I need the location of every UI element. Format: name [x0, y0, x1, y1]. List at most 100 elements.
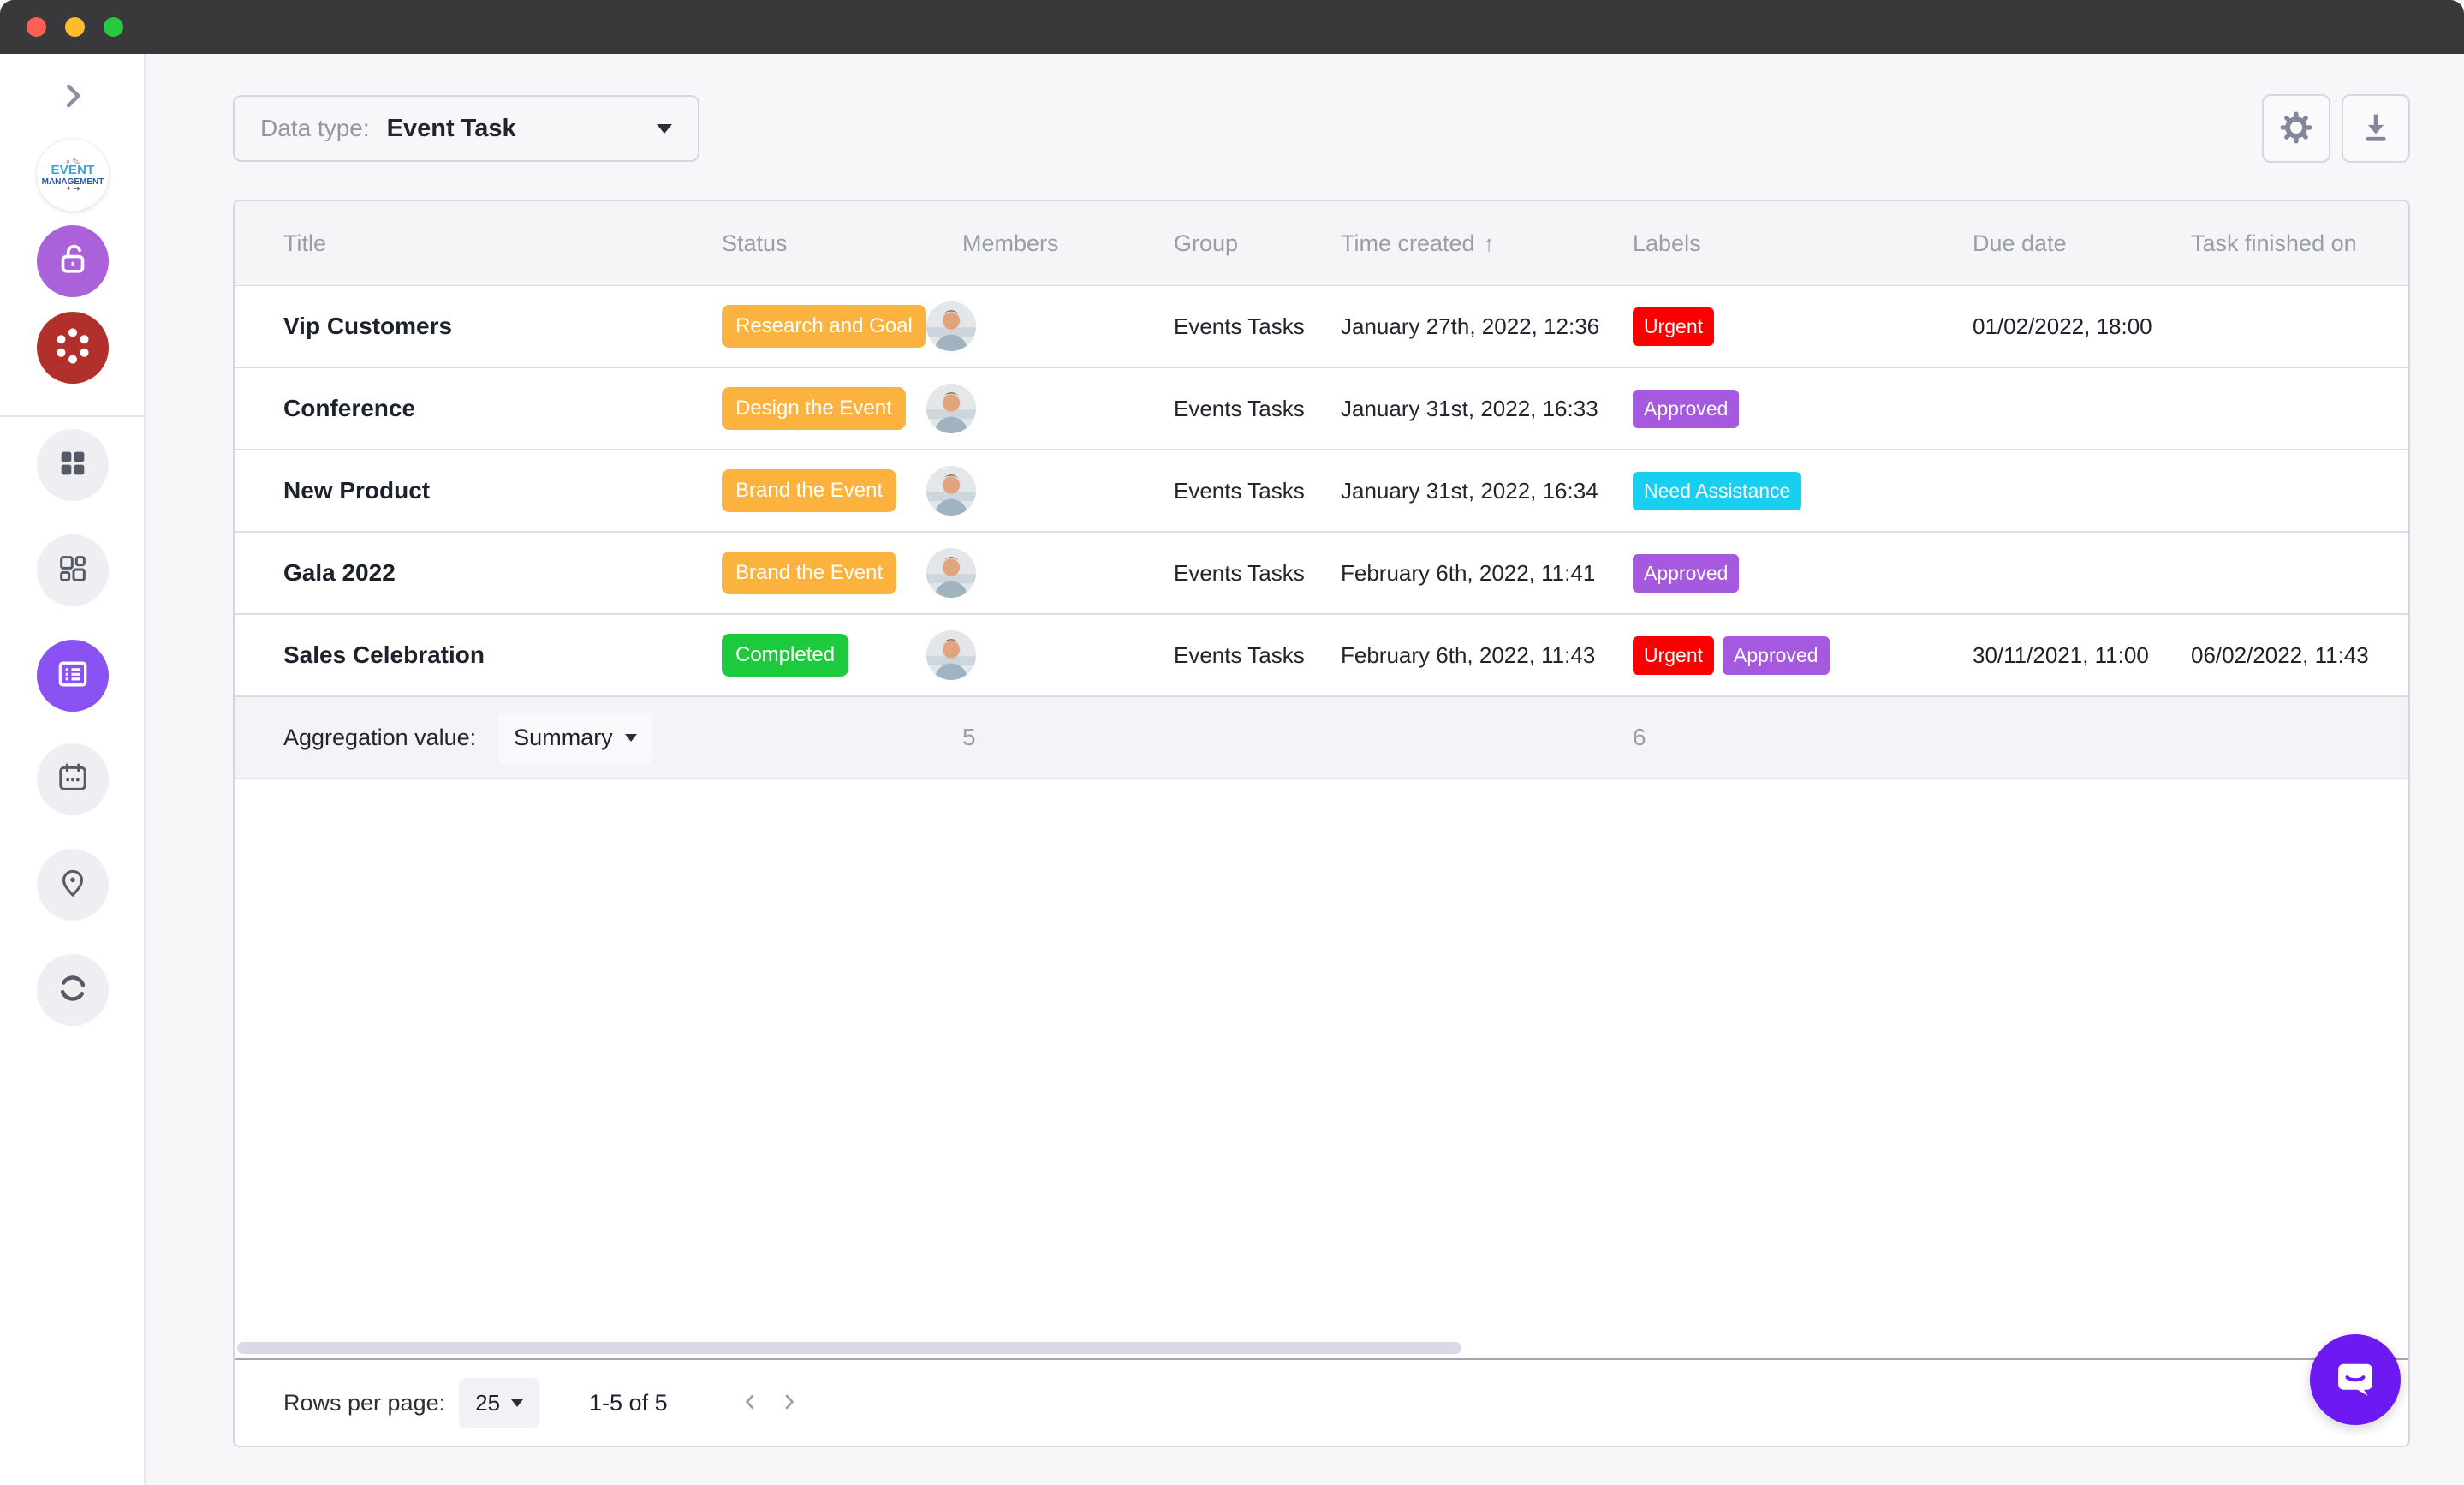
status-badge[interactable]: Brand the Event: [722, 469, 897, 512]
column-header-members[interactable]: Members: [962, 230, 1059, 256]
member-avatar[interactable]: [926, 384, 976, 433]
aggregation-row: Aggregation value: Summary 5 6: [235, 697, 2408, 779]
status-cell: Brand the Event: [722, 469, 962, 512]
logo-doodle: ⌕ ✎: [66, 157, 80, 165]
labels-cell: Need Assistance: [1633, 471, 1973, 510]
task-title-cell: Sales Celebration: [283, 641, 722, 669]
task-finished-cell: 06/02/2022, 11:43: [2191, 641, 2369, 668]
label-badge[interactable]: Approved: [1723, 635, 1830, 675]
column-header-status[interactable]: Status: [722, 230, 788, 256]
chat-launcher-button[interactable]: [2310, 1334, 2401, 1425]
main-content: Data type: Event Task: [146, 54, 2464, 1485]
sidebar-expand-button[interactable]: [37, 64, 109, 129]
column-header-group[interactable]: Group: [1174, 230, 1239, 256]
column-header-title[interactable]: Title: [283, 230, 327, 256]
scrollbar-thumb[interactable]: [237, 1342, 1461, 1354]
status-badge[interactable]: Research and Goal: [722, 305, 926, 348]
sidebar-item-sync[interactable]: [37, 954, 109, 1026]
labels-cell: Urgent: [1633, 307, 1973, 346]
fullscreen-window-button[interactable]: [104, 17, 123, 37]
sidebar-item-calendar[interactable]: [37, 743, 109, 815]
table-icon: [54, 655, 92, 697]
status-badge[interactable]: Completed: [722, 634, 849, 677]
next-page-button[interactable]: [777, 1390, 801, 1416]
sidebar-item-location[interactable]: [37, 849, 109, 921]
member-avatar[interactable]: [926, 301, 976, 351]
time-created-cell: February 6th, 2022, 11:43: [1341, 641, 1596, 668]
status-badge[interactable]: Brand the Event: [722, 552, 897, 594]
workspace-logo[interactable]: ⌕ ✎ EVENT MANAGEMENT ✦ ➔: [37, 139, 109, 211]
column-header-labels[interactable]: Labels: [1633, 230, 1701, 256]
task-title[interactable]: Gala 2022: [283, 559, 396, 586]
close-window-button[interactable]: [27, 17, 46, 37]
pagination-range: 1-5 of 5: [589, 1389, 668, 1416]
titlebar: [0, 0, 2464, 54]
logo-text-line2: MANAGEMENT: [41, 177, 104, 187]
label-badge[interactable]: Urgent: [1633, 307, 1715, 346]
sidebar-item-reel[interactable]: [37, 312, 109, 384]
status-cell: Completed: [722, 634, 962, 677]
group-cell: Events Tasks: [1174, 313, 1305, 339]
minimize-window-button[interactable]: [65, 17, 85, 37]
download-button[interactable]: [2342, 94, 2410, 163]
members-cell: [926, 630, 1174, 680]
task-title[interactable]: Sales Celebration: [283, 641, 485, 668]
column-header-due-date[interactable]: Due date: [1973, 230, 2067, 256]
calendar-icon: [56, 760, 90, 799]
table-row[interactable]: Conference Design the Event Events Tasks…: [235, 368, 2408, 450]
status-badge[interactable]: Design the Event: [722, 387, 906, 430]
data-table-card: Title Status Members Group Time created …: [233, 200, 2410, 1447]
reel-dots-icon: [51, 324, 95, 373]
task-title-cell: Vip Customers: [283, 313, 722, 340]
members-cell: [926, 548, 1174, 598]
member-avatar[interactable]: [926, 630, 976, 680]
task-title[interactable]: Vip Customers: [283, 313, 453, 339]
members-cell: [926, 301, 1174, 351]
sidebar-item-unlock[interactable]: [37, 225, 109, 297]
aggregation-select[interactable]: Summary: [498, 712, 652, 763]
aggregation-cell: Aggregation value: Summary: [283, 712, 962, 763]
sidebar-divider: [0, 415, 144, 417]
group-cell: Events Tasks: [1174, 477, 1305, 504]
sidebar-item-table-view[interactable]: [37, 640, 109, 712]
table-row[interactable]: Sales Celebration Completed Events Tasks…: [235, 615, 2408, 697]
table-row[interactable]: Vip Customers Research and Goal Events T…: [235, 286, 2408, 368]
sync-icon: [56, 971, 90, 1010]
chevron-down-icon: [624, 733, 637, 742]
logo-doodle: ✦ ➔: [65, 184, 80, 193]
label-badge[interactable]: Need Assistance: [1633, 471, 1802, 510]
table-row[interactable]: New Product Brand the Event Events Tasks…: [235, 450, 2408, 533]
time-created-cell: January 31st, 2022, 16:33: [1341, 395, 1598, 421]
previous-page-button[interactable]: [738, 1390, 762, 1416]
logo-text-line1: EVENT: [51, 163, 95, 177]
label-badge[interactable]: Approved: [1633, 553, 1740, 593]
column-header-time-created[interactable]: Time created ↑: [1341, 230, 1495, 256]
column-header-task-finished[interactable]: Task finished on: [2191, 230, 2357, 256]
chevron-right-icon: [777, 1390, 801, 1416]
location-pin-icon: [56, 866, 90, 904]
label-badge[interactable]: Urgent: [1633, 635, 1715, 675]
members-summary-count: 5: [962, 724, 976, 750]
chevron-right-icon: [57, 80, 89, 115]
task-title[interactable]: New Product: [283, 477, 431, 504]
sidebar-item-apps[interactable]: [37, 429, 109, 501]
status-cell: Design the Event: [722, 387, 962, 430]
rows-per-page-select[interactable]: 25: [459, 1377, 540, 1428]
sidebar-item-dashboard[interactable]: [37, 534, 109, 606]
dashboard-icon: [56, 552, 90, 590]
table-row[interactable]: Gala 2022 Brand the Event Events Tasks F…: [235, 533, 2408, 615]
app-body: ⌕ ✎ EVENT MANAGEMENT ✦ ➔: [0, 54, 2464, 1485]
label-badge[interactable]: Approved: [1633, 389, 1740, 428]
chevron-down-icon: [511, 1399, 524, 1407]
member-avatar[interactable]: [926, 466, 976, 516]
data-type-select[interactable]: Data type: Event Task: [233, 95, 699, 162]
member-avatar[interactable]: [926, 548, 976, 598]
labels-cell: Urgent Approved: [1633, 635, 1973, 675]
task-title[interactable]: Conference: [283, 395, 416, 421]
group-cell: Events Tasks: [1174, 395, 1305, 421]
settings-button[interactable]: [2262, 94, 2330, 163]
toolbar-actions: [2262, 94, 2410, 163]
horizontal-scrollbar[interactable]: [235, 1341, 2408, 1355]
group-cell: Events Tasks: [1174, 559, 1305, 586]
labels-summary-count: 6: [1633, 724, 1646, 750]
